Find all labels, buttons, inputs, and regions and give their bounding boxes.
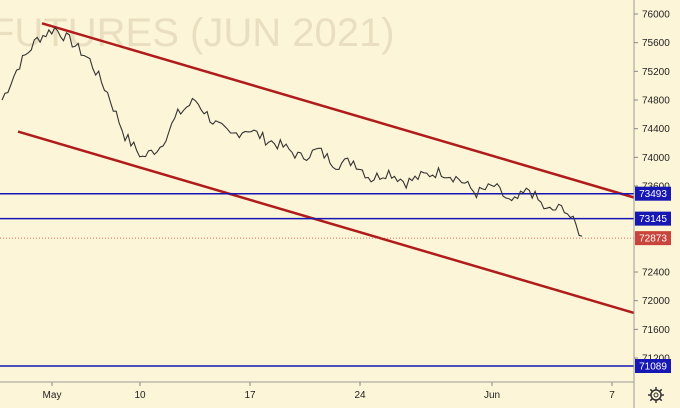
x-tick-label: May — [43, 390, 62, 401]
price-tag-label: 73493 — [639, 189, 667, 200]
price-tags: 73493 73145 71089 72873 — [635, 186, 671, 373]
y-axis: 7600075600752007480074400740007360072400… — [633, 0, 670, 408]
price-tag-73493 — [635, 186, 671, 201]
price-tag-71089 — [635, 359, 671, 373]
channel-lower-line — [17, 130, 635, 315]
price-tag-72873 — [635, 231, 671, 246]
chart-title: FUTURES (JUN 2021) — [0, 11, 395, 55]
y-tick-label: 75200 — [642, 67, 670, 78]
y-tick-label: 74800 — [642, 96, 670, 107]
x-tick-label: 10 — [134, 390, 146, 401]
x-tick-label: Jun — [484, 390, 500, 401]
price-tag-label: 72873 — [639, 234, 667, 245]
y-tick-label: 74400 — [642, 124, 670, 135]
y-tick-label: 75600 — [642, 38, 670, 49]
y-tick-label: 72400 — [642, 268, 670, 279]
x-tick-label: 24 — [354, 390, 366, 401]
price-tag-73145 — [635, 211, 671, 226]
price-tag-label: 73145 — [639, 214, 667, 225]
y-tick-label: 74000 — [642, 153, 670, 164]
price-series — [1, 26, 583, 237]
channel-lines — [17, 22, 635, 315]
price-line — [1, 26, 583, 237]
y-tick-label: 76000 — [642, 10, 670, 21]
x-axis: May 10 17 24 Jun 7 — [0, 381, 634, 401]
x-tick-label: 17 — [244, 390, 256, 401]
gear-icon[interactable] — [648, 387, 664, 403]
y-tick-label: 72000 — [642, 296, 670, 307]
channel-upper-line — [41, 22, 635, 199]
level-lines — [0, 192, 634, 367]
y-tick-label: 71600 — [642, 325, 670, 336]
x-tick-label: 7 — [609, 390, 615, 401]
price-tag-label: 71089 — [639, 362, 667, 373]
